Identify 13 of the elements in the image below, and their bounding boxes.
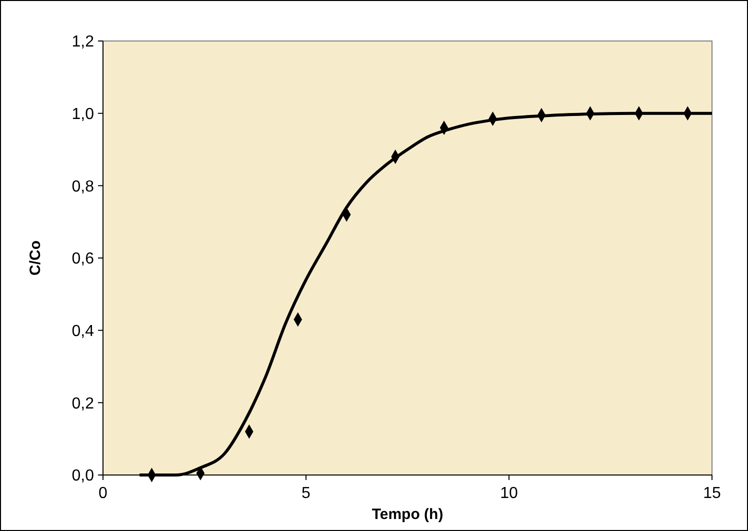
x-tick-label: 10 [500, 485, 518, 502]
x-tick-label: 0 [98, 485, 108, 502]
x-tick-label: 5 [302, 485, 311, 502]
y-tick-label: 1,0 [72, 106, 94, 123]
x-tick-label: 15 [703, 485, 721, 502]
y-tick-label: 0,0 [72, 468, 94, 485]
y-tick-label: 0,8 [72, 178, 94, 196]
y-tick-label: 1,2 [72, 34, 94, 51]
y-tick-label: 0,6 [72, 250, 94, 268]
y-tick-label: 0,2 [72, 395, 94, 412]
x-axis-title: Tempo (h) [372, 506, 444, 523]
y-tick-label: 0,4 [72, 322, 94, 340]
y-axis-title: C/Co [27, 240, 44, 276]
